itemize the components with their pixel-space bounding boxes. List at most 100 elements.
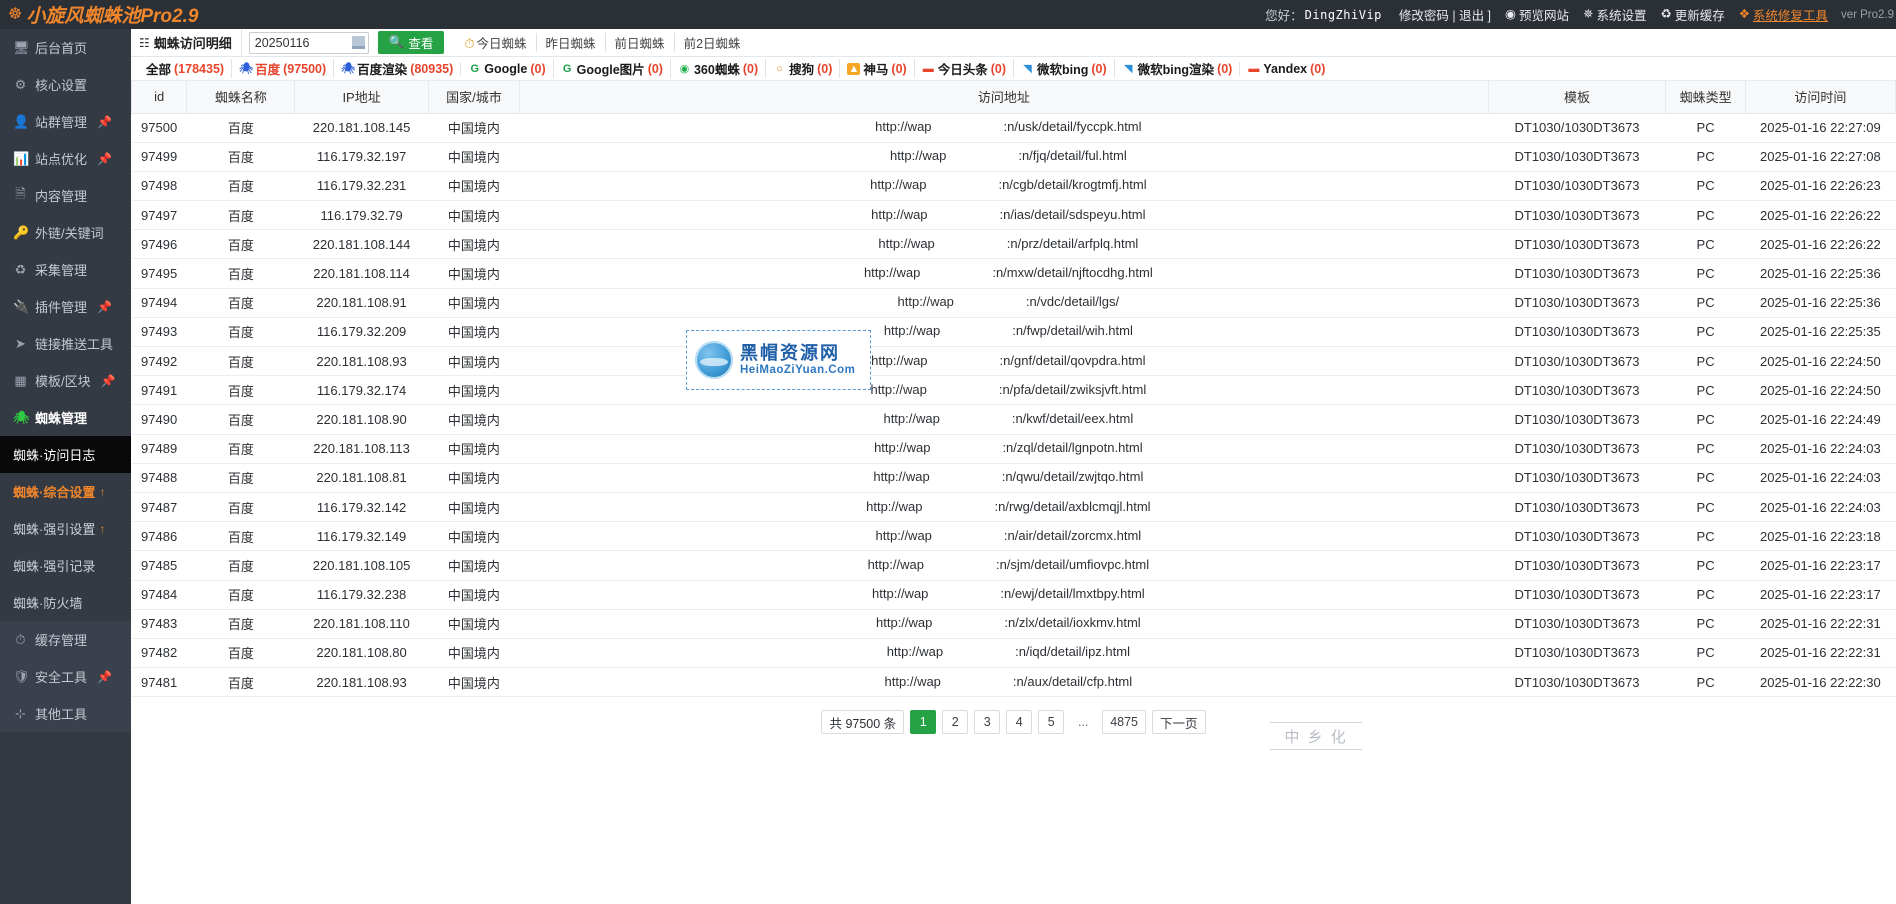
filter-baidu-render[interactable]: 🕷 百度渲染 (80935) xyxy=(333,59,460,78)
cell-visit-url[interactable]: http://wap:n/rwg/detail/axblcmqjl.html xyxy=(519,492,1489,523)
cell-visit-url[interactable]: http://wap:n/iqd/detail/ipz.html xyxy=(519,638,1489,669)
system-settings-link[interactable]: ✵ 系统设置 xyxy=(1576,5,1654,24)
preview-site-link[interactable]: ◉ 预览网站 xyxy=(1498,5,1576,24)
filter-google-image[interactable]: G Google图片 (0) xyxy=(552,59,670,78)
table-row[interactable]: 97495 百度 220.181.108.114 中国境内 http://wap:n/m… xyxy=(131,258,1896,289)
day-link-two-days-ago[interactable]: 前2日蜘蛛 xyxy=(673,33,750,52)
page-button-3[interactable]: 3 xyxy=(974,710,1001,735)
col-header-template[interactable]: 模板 xyxy=(1487,81,1667,114)
cell-visit-url[interactable]: http://wap:n/kwf/detail/eex.html xyxy=(519,404,1489,435)
sidebar-subitem-spider-force-records[interactable]: 蜘蛛·强引记录 xyxy=(0,547,131,584)
cell-visit-url[interactable]: http://wap:n/ewj/detail/lmxtbpy.html xyxy=(519,580,1489,610)
filter-bing[interactable]: ◥ 微软bing (0) xyxy=(1013,59,1114,78)
page-button-2[interactable]: 2 xyxy=(942,710,969,735)
table-row[interactable]: 97481 百度 220.181.108.93 中国境内 http://wap:n/au… xyxy=(131,667,1896,698)
cell-visit-url[interactable]: http://wap:n/vdc/detail/lgs/ xyxy=(519,288,1489,318)
col-header-url[interactable]: 访问地址 xyxy=(519,81,1489,114)
cell-visit-url[interactable]: http://wap:n/prz/detail/arfplq.html xyxy=(519,229,1489,260)
cell-visit-url[interactable]: http://wap:n/sjm/detail/umfiovpc.html xyxy=(519,550,1489,581)
filter-google[interactable]: G Google (0) xyxy=(460,61,552,76)
page-button-4[interactable]: 4 xyxy=(1006,710,1033,735)
table-row[interactable]: 97490 百度 220.181.108.90 中国境内 http://wap:n/kw… xyxy=(131,404,1896,435)
cell-visit-url[interactable]: http://wap:n/gnf/detail/qovpdra.html xyxy=(519,346,1489,377)
filter-yandex[interactable]: ▬ Yandex (0) xyxy=(1239,61,1332,76)
cell-visit-url[interactable]: http://wap:n/zlx/detail/ioxkmv.html xyxy=(519,609,1489,639)
sidebar-item-link-push[interactable]: ➤ 链接推送工具 xyxy=(0,325,131,362)
calendar-icon[interactable] xyxy=(351,35,365,49)
sidebar-subitem-spider-general-settings[interactable]: 蜘蛛·综合设置 ↑ xyxy=(0,473,131,510)
day-link-yesterday[interactable]: 昨日蜘蛛 xyxy=(535,33,605,52)
sidebar-item-template-block[interactable]: ▦ 模板/区块 📌 xyxy=(0,362,131,399)
table-row[interactable]: 97489 百度 220.181.108.113 中国境内 http://wap:n/z… xyxy=(131,434,1896,464)
col-header-ip[interactable]: IP地址 xyxy=(294,81,429,114)
cell-visit-url[interactable]: http://wap:n/aux/detail/cfp.html xyxy=(519,667,1489,698)
table-row[interactable]: 97482 百度 220.181.108.80 中国境内 http://wap:n/iq… xyxy=(131,638,1896,669)
sidebar-subitem-spider-force-settings[interactable]: 蜘蛛·强引设置 ↑ xyxy=(0,510,131,547)
cell-visit-url[interactable]: http://wap:n/air/detail/zorcmx.html xyxy=(519,521,1489,552)
sidebar-item-content[interactable]: 🗎 内容管理 xyxy=(0,177,131,214)
day-filter-links: ⏱ 今日蜘蛛 昨日蜘蛛 前日蜘蛛 前2日蜘蛛 xyxy=(455,33,749,52)
table-row[interactable]: 97488 百度 220.181.108.81 中国境内 http://wap:n/qw… xyxy=(131,463,1896,493)
cell-spider-type: PC xyxy=(1665,288,1746,318)
cell-visit-url[interactable]: http://wap:n/qwu/detail/zwjtqo.html xyxy=(519,463,1489,493)
date-input[interactable] xyxy=(248,31,369,54)
col-header-visit-time[interactable]: 访问时间 xyxy=(1744,81,1896,114)
table-row[interactable]: 97497 百度 116.179.32.79 中国境内 http://wap:n/ias… xyxy=(131,200,1896,231)
sidebar-subitem-spider-access-log[interactable]: 蜘蛛·访问日志 xyxy=(0,436,131,473)
day-link-today[interactable]: ⏱ 今日蜘蛛 xyxy=(455,33,535,52)
sidebar-item-collect[interactable]: ♻ 采集管理 xyxy=(0,251,131,288)
sidebar-item-site-optimize[interactable]: 📊 站点优化 📌 xyxy=(0,140,131,177)
update-cache-link[interactable]: ♻ 更新缓存 xyxy=(1653,5,1731,24)
view-button[interactable]: 🔍 查看 xyxy=(377,31,445,54)
table-row[interactable]: 97494 百度 220.181.108.91 中国境内 http://wap:n/vd… xyxy=(131,288,1896,318)
sidebar-item-home[interactable]: 🖥 后台首页 xyxy=(0,29,131,66)
change-password-link[interactable]: 修改密码 | 退出 ] xyxy=(1392,5,1498,24)
page-button-5[interactable]: 5 xyxy=(1038,710,1065,735)
table-row[interactable]: 97483 百度 220.181.108.110 中国境内 http://wap:n/z… xyxy=(131,609,1896,639)
sidebar-item-site-group[interactable]: 👤 站群管理 📌 xyxy=(0,103,131,140)
cell-visit-url[interactable]: http://wap:n/usk/detail/fyccpk.html xyxy=(519,113,1489,143)
page-button-last[interactable]: 4875 xyxy=(1102,710,1146,735)
sidebar-item-backlink-keyword[interactable]: 🔑 外链/关键词 xyxy=(0,214,131,251)
table-row[interactable]: 97485 百度 220.181.108.105 中国境内 http://wap:n/s… xyxy=(131,550,1896,581)
table-row[interactable]: 97496 百度 220.181.108.144 中国境内 http://wap:n/p… xyxy=(131,229,1896,260)
next-page-button[interactable]: 下一页 xyxy=(1152,710,1206,735)
table-row[interactable]: 97493 百度 116.179.32.209 中国境内 http://wap:n/fw… xyxy=(131,317,1896,348)
table-row[interactable]: 97492 百度 220.181.108.93 中国境内 http://wap:n/gn… xyxy=(131,346,1896,377)
filter-360[interactable]: ◉ 360蜘蛛 (0) xyxy=(669,59,765,78)
filter-shenma[interactable]: ▲ 神马 (0) xyxy=(839,59,913,78)
cell-visit-url[interactable]: http://wap:n/cgb/detail/krogtmfj.html xyxy=(519,171,1489,202)
sidebar-item-cache-manage[interactable]: ⏱ 缓存管理 xyxy=(0,621,131,658)
filter-bing-render[interactable]: ◥ 微软bing渲染 (0) xyxy=(1113,59,1240,78)
filter-baidu[interactable]: 🕷 百度 (97500) xyxy=(231,59,333,78)
table-row[interactable]: 97486 百度 116.179.32.149 中国境内 http://wap:n/ai… xyxy=(131,521,1896,552)
filter-toutiao[interactable]: ▬ 今日头条 (0) xyxy=(913,59,1013,78)
table-row[interactable]: 97491 百度 116.179.32.174 中国境内 http://wap:n/pf… xyxy=(131,375,1896,406)
table-row[interactable]: 97484 百度 116.179.32.238 中国境内 http://wap:n/ew… xyxy=(131,580,1896,610)
col-header-name[interactable]: 蜘蛛名称 xyxy=(186,81,296,114)
cell-visit-url[interactable]: http://wap:n/fwp/detail/wih.html xyxy=(519,317,1489,348)
cell-visit-url[interactable]: http://wap:n/ias/detail/sdspeyu.html xyxy=(519,200,1489,231)
cell-visit-url[interactable]: http://wap:n/zql/detail/lgnpotn.html xyxy=(519,434,1489,464)
sidebar-item-security-tools[interactable]: 🛡 安全工具 📌 xyxy=(0,658,131,695)
repair-tool-link[interactable]: ❖ 系统修复工具 xyxy=(1732,5,1835,24)
sidebar-subitem-spider-firewall[interactable]: 蜘蛛·防火墙 xyxy=(0,584,131,621)
filter-all[interactable]: 全部 (178435) xyxy=(139,59,231,78)
table-row[interactable]: 97498 百度 116.179.32.231 中国境内 http://wap:n/cg… xyxy=(131,171,1896,202)
page-button-1[interactable]: 1 xyxy=(910,710,937,735)
col-header-spider-type[interactable]: 蜘蛛类型 xyxy=(1665,81,1746,114)
sidebar-item-spider-manage[interactable]: 🕷 蜘蛛管理 xyxy=(0,399,131,436)
cell-visit-url[interactable]: http://wap:n/pfa/detail/zwiksjvft.html xyxy=(519,375,1489,406)
filter-sogou[interactable]: ○ 搜狗 (0) xyxy=(765,59,839,78)
cell-visit-url[interactable]: http://wap:n/fjq/detail/ful.html xyxy=(519,142,1489,172)
cell-visit-url[interactable]: http://wap:n/mxw/detail/njftocdhg.html xyxy=(519,258,1489,289)
table-row[interactable]: 97500 百度 220.181.108.145 中国境内 http://wap:n/u… xyxy=(131,113,1896,143)
day-link-day-before[interactable]: 前日蜘蛛 xyxy=(604,33,674,52)
sidebar-item-core-settings[interactable]: ⚙ 核心设置 xyxy=(0,66,131,103)
table-row[interactable]: 97487 百度 116.179.32.142 中国境内 http://wap:n/rw… xyxy=(131,492,1896,523)
table-row[interactable]: 97499 百度 116.179.32.197 中国境内 http://wap:n/fj… xyxy=(131,142,1896,172)
sidebar-item-other-tools[interactable]: ⊹ 其他工具 xyxy=(0,695,131,732)
col-header-country-city[interactable]: 国家/城市 xyxy=(427,81,521,114)
col-header-id[interactable]: id xyxy=(130,81,188,114)
sidebar-item-plugin[interactable]: 🔌 插件管理 📌 xyxy=(0,288,131,325)
